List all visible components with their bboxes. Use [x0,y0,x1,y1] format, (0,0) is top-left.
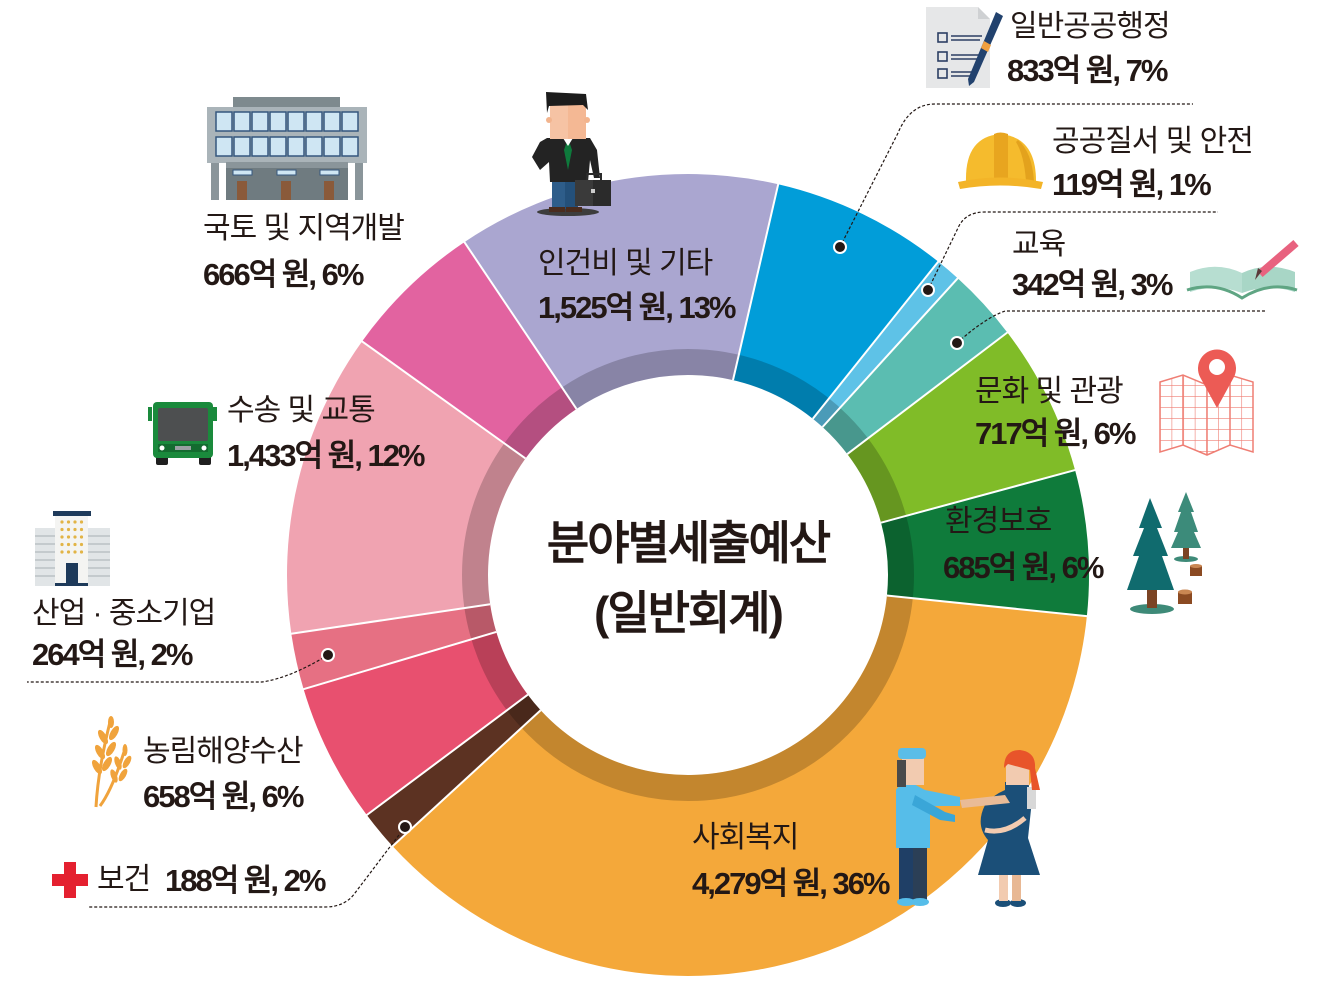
label-environment-name: 환경보호 [945,505,1052,538]
donut-segment [303,631,528,816]
label-welfare-value: 4,279억 원, 36% [692,866,890,901]
label-education-name: 교육 [1012,228,1066,261]
segment-separator [880,468,1077,524]
chart-subtitle: (일반회계) [594,587,784,639]
trees-icon [1127,492,1202,614]
leader-line-general-admin [839,103,1193,248]
nurse-and-pregnant-woman-icon [896,748,1040,907]
label-general-admin-value: 833억 원, 7% [1007,53,1168,88]
label-agriculture-value: 658억 원, 6% [143,779,304,814]
map-pin-icon [1159,349,1254,456]
tall-building-icon [35,511,110,586]
donut-segment [287,341,526,634]
label-personnel-value: 1,525억 원, 13% [538,290,736,325]
label-personnel-name: 인건비 및 기타 [538,247,713,280]
label-culture-name: 문화 및 관광 [975,375,1124,408]
inner-shade-band [462,349,914,801]
donut-segment [362,242,577,459]
donut-segment [847,332,1076,523]
businessman-icon [532,92,611,216]
chart-title: 분야별세출예산 [546,517,831,569]
label-transport-value: 1,433억 원, 12% [227,438,425,473]
label-industry-name: 산업 · 중소기업 [32,597,216,630]
segment-separator [821,276,960,428]
leader-line-health [88,826,406,908]
donut-segment [812,261,958,428]
segment-separator [463,240,578,410]
label-welfare-name: 사회복지 [692,821,799,854]
leader-line-industry [27,654,329,683]
red-cross-icon [52,862,88,898]
label-land-development-value: 666억 원, 6% [203,257,364,292]
segment-separator [365,693,529,817]
donut-ring [287,174,1089,977]
office-building-icon [207,97,367,200]
label-culture-value: 717억 원, 6% [975,416,1136,451]
segment-separator [732,183,780,381]
leader-lines [27,103,1265,908]
segment-separator [886,594,1088,618]
leader-line-education [956,310,1265,344]
label-education-value: 342억 원, 3% [1012,267,1173,302]
leader-dots [321,240,964,834]
donut-segment [464,174,779,409]
label-health-name: 보건 [97,863,151,896]
document-pen-icon [926,7,1003,88]
bus-icon [148,402,217,465]
segment-separator [391,709,542,848]
wheat-icon [91,716,132,808]
donut-segment [881,470,1089,617]
label-agriculture-name: 농림해양수산 [143,735,304,768]
donut-segment [291,604,497,690]
segment-separator [360,339,527,460]
segment-separators [290,183,1088,848]
book-pencil-icon [1186,239,1299,300]
leader-line-public-order [927,211,1218,291]
segment-separator [846,331,1009,455]
segment-separator [302,630,497,691]
donut-segment [366,694,541,847]
label-general-admin-name: 일반공공행정 [1010,10,1171,43]
label-health-value: 188억 원, 2% [165,863,326,898]
segment-separator [290,603,491,635]
label-environment-value: 685억 원, 6% [943,550,1104,585]
label-public-order-name: 공공질서 및 안전 [1052,125,1254,158]
label-public-order-value: 119억 원, 1% [1052,167,1212,202]
label-industry-value: 264억 원, 2% [32,637,193,672]
donut-segment [732,184,939,419]
label-transport-name: 수송 및 교통 [227,394,376,427]
donut-segment [822,278,1008,455]
segment-separator [812,260,940,420]
hard-hat-icon [958,132,1043,189]
label-land-development-name: 국토 및 지역개발 [203,212,405,245]
